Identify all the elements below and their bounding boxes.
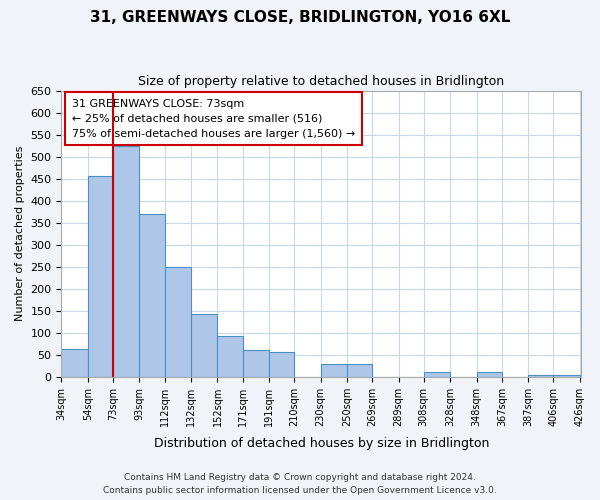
Bar [164, 266, 191, 377]
Bar [139, 214, 164, 377]
Text: Contains HM Land Registry data © Crown copyright and database right 2024.
Contai: Contains HM Land Registry data © Crown c… [103, 474, 497, 495]
Bar [553, 376, 580, 377]
Bar [88, 176, 113, 377]
Bar [476, 372, 502, 377]
Y-axis label: Number of detached properties: Number of detached properties [15, 146, 25, 322]
Bar [347, 364, 372, 377]
Bar [61, 350, 88, 377]
Text: 31, GREENWAYS CLOSE, BRIDLINGTON, YO16 6XL: 31, GREENWAYS CLOSE, BRIDLINGTON, YO16 6… [90, 10, 510, 25]
Bar [424, 372, 450, 377]
Text: 31 GREENWAYS CLOSE: 73sqm
← 25% of detached houses are smaller (516)
75% of semi: 31 GREENWAYS CLOSE: 73sqm ← 25% of detac… [72, 99, 355, 138]
Bar [217, 336, 242, 377]
Bar [113, 146, 139, 377]
X-axis label: Distribution of detached houses by size in Bridlington: Distribution of detached houses by size … [154, 437, 489, 450]
Bar [528, 374, 553, 377]
Bar [269, 352, 294, 377]
Bar [320, 364, 347, 377]
Bar [242, 350, 269, 377]
Bar [191, 314, 217, 377]
Title: Size of property relative to detached houses in Bridlington: Size of property relative to detached ho… [138, 75, 505, 88]
